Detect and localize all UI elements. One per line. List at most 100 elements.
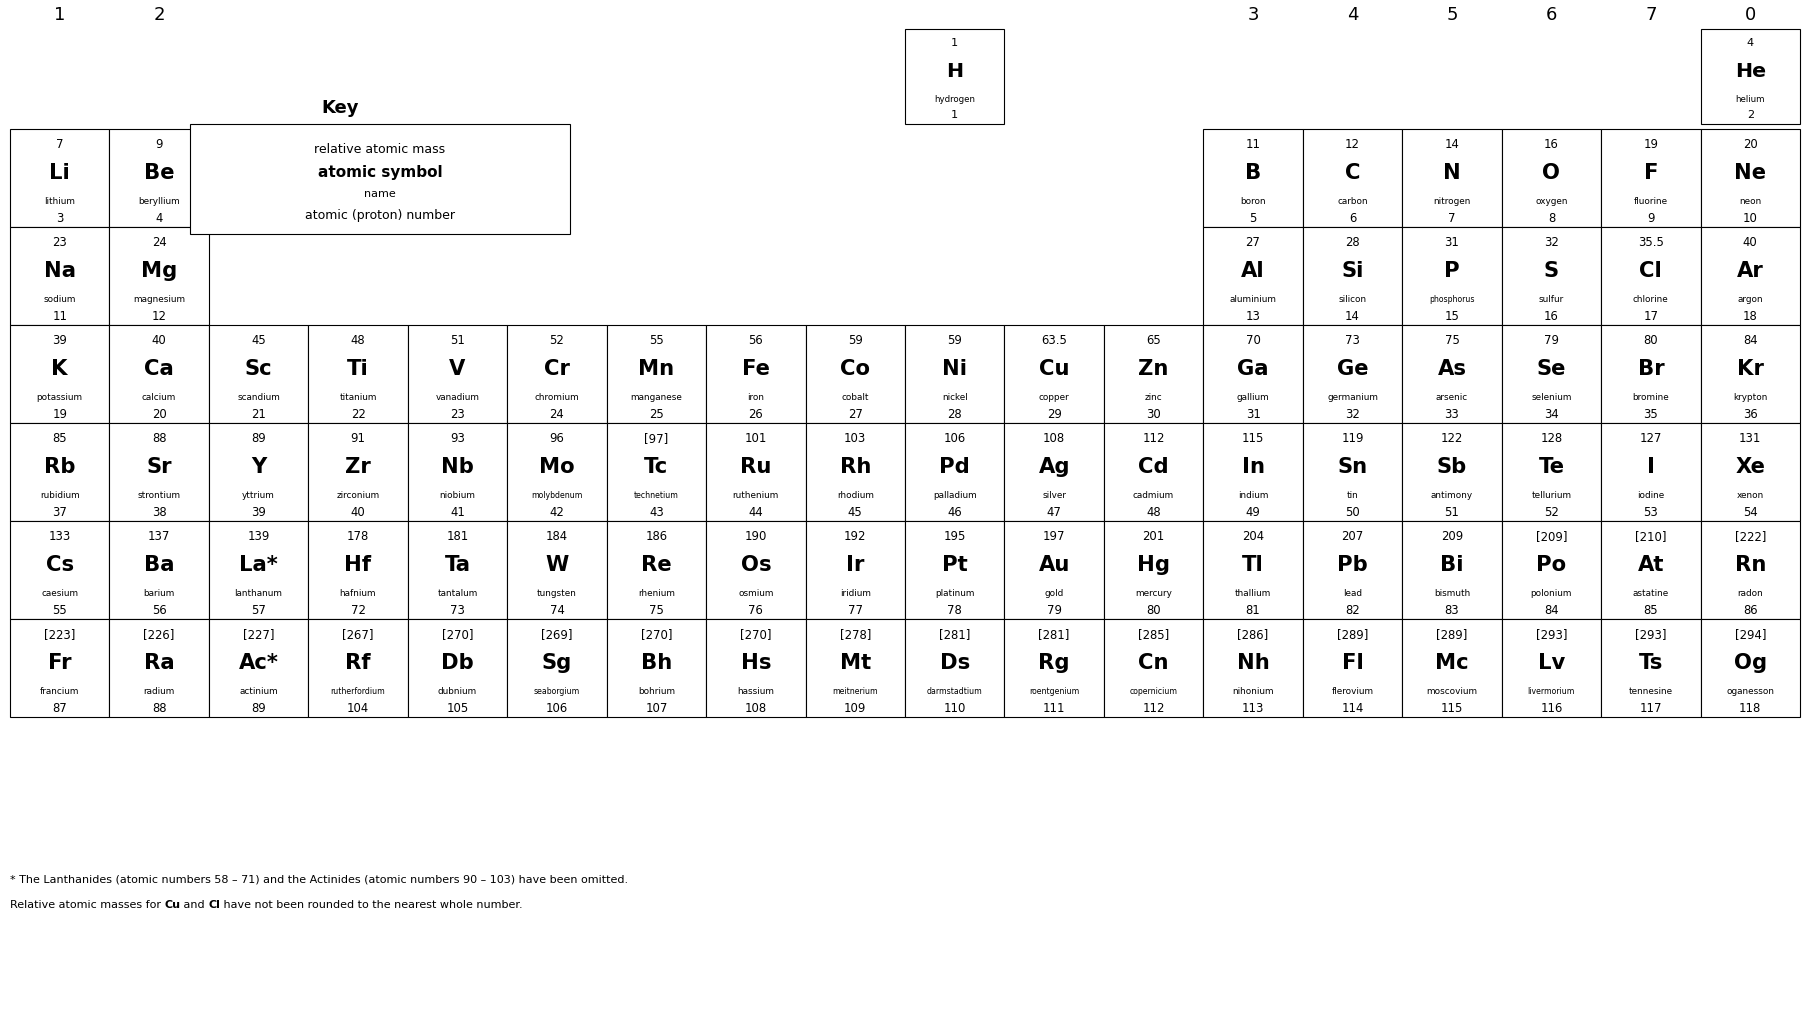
Text: 21: 21 (252, 408, 266, 420)
Bar (1204, 129, 1303, 228)
Text: Hs: Hs (740, 652, 771, 673)
Bar (1303, 620, 1403, 717)
Text: 45: 45 (847, 505, 863, 519)
Text: 4: 4 (1347, 6, 1358, 24)
Text: 80: 80 (1146, 603, 1160, 616)
Text: copper: copper (1039, 392, 1070, 401)
Text: barium: barium (143, 588, 176, 597)
Text: 24: 24 (550, 408, 565, 420)
Text: 3: 3 (1247, 6, 1258, 24)
Text: have not been rounded to the nearest whole number.: have not been rounded to the nearest who… (221, 899, 523, 909)
Text: 7: 7 (1448, 212, 1455, 224)
Text: 33: 33 (1444, 408, 1459, 420)
Text: 75: 75 (1444, 333, 1459, 346)
Text: 13: 13 (1245, 310, 1260, 322)
Text: 31: 31 (1444, 235, 1459, 249)
Text: tungsten: tungsten (538, 588, 577, 597)
Text: name: name (364, 190, 396, 199)
Text: 2: 2 (154, 6, 165, 24)
Bar (1403, 620, 1502, 717)
Text: Sr: Sr (147, 457, 172, 477)
Text: 11: 11 (1245, 138, 1260, 151)
Text: 80: 80 (1643, 333, 1658, 346)
Bar (606, 424, 706, 522)
Bar (905, 326, 1005, 424)
Text: cadmium: cadmium (1133, 490, 1175, 499)
Bar (1403, 424, 1502, 522)
Text: iodine: iodine (1638, 490, 1665, 499)
Text: 3: 3 (56, 212, 63, 224)
Bar (905, 30, 1005, 125)
Text: 79: 79 (1046, 603, 1062, 616)
Text: [270]: [270] (442, 628, 472, 640)
Text: Si: Si (1341, 261, 1363, 281)
Text: hafnium: hafnium (340, 588, 376, 597)
Text: Ra: Ra (143, 652, 174, 673)
Bar (1701, 129, 1799, 228)
Text: [289]: [289] (1338, 628, 1368, 640)
Text: selenium: selenium (1531, 392, 1571, 401)
Bar (1502, 228, 1602, 326)
Text: 1: 1 (952, 38, 957, 48)
Text: Ac*: Ac* (239, 652, 279, 673)
Text: oxygen: oxygen (1535, 197, 1567, 206)
Bar (706, 424, 805, 522)
Text: 115: 115 (1441, 701, 1462, 714)
Text: 76: 76 (748, 603, 764, 616)
Text: zirconium: zirconium (337, 490, 380, 499)
Text: 116: 116 (1540, 701, 1562, 714)
Text: I: I (1647, 457, 1654, 477)
Text: [222]: [222] (1734, 529, 1767, 542)
Text: 4: 4 (156, 212, 163, 224)
Text: 48: 48 (1146, 505, 1160, 519)
Text: 19: 19 (1643, 138, 1658, 151)
Text: [269]: [269] (541, 628, 572, 640)
Bar (1502, 522, 1602, 620)
Text: tantalum: tantalum (438, 588, 478, 597)
Text: moscovium: moscovium (1426, 687, 1477, 695)
Text: Co: Co (840, 359, 871, 379)
Bar (706, 620, 805, 717)
Text: zinc: zinc (1144, 392, 1162, 401)
Text: carbon: carbon (1338, 197, 1368, 206)
Text: 50: 50 (1345, 505, 1359, 519)
Bar (1104, 326, 1204, 424)
Text: gold: gold (1044, 588, 1064, 597)
Text: 209: 209 (1441, 529, 1462, 542)
Text: Sb: Sb (1437, 457, 1468, 477)
Text: Se: Se (1537, 359, 1566, 379)
Text: 111: 111 (1043, 701, 1066, 714)
Text: radon: radon (1738, 588, 1763, 597)
Text: 82: 82 (1345, 603, 1359, 616)
Text: Mn: Mn (639, 359, 675, 379)
Text: [293]: [293] (1535, 628, 1567, 640)
Text: 77: 77 (847, 603, 863, 616)
Text: seaborgium: seaborgium (534, 687, 579, 695)
Text: O: O (1542, 163, 1560, 183)
Text: 54: 54 (1743, 505, 1758, 519)
Text: 36: 36 (1743, 408, 1758, 420)
Bar (1303, 228, 1403, 326)
Text: Rg: Rg (1039, 652, 1070, 673)
Text: 56: 56 (152, 603, 167, 616)
Text: 53: 53 (1643, 505, 1658, 519)
Text: 39: 39 (52, 333, 67, 346)
Text: 56: 56 (749, 333, 764, 346)
Text: 28: 28 (947, 408, 963, 420)
Bar (706, 522, 805, 620)
Bar (308, 424, 407, 522)
Text: xenon: xenon (1736, 490, 1765, 499)
Text: [278]: [278] (840, 628, 871, 640)
Text: 8: 8 (1548, 212, 1555, 224)
Text: 79: 79 (1544, 333, 1558, 346)
Text: 40: 40 (152, 333, 167, 346)
Bar (1005, 424, 1104, 522)
Bar (109, 228, 208, 326)
Text: flerovium: flerovium (1332, 687, 1374, 695)
Text: Db: Db (442, 652, 474, 673)
Text: oganesson: oganesson (1727, 687, 1774, 695)
Text: 139: 139 (248, 529, 270, 542)
Text: 18: 18 (1743, 310, 1758, 322)
Text: atomic symbol: atomic symbol (319, 165, 442, 179)
Bar (805, 620, 905, 717)
